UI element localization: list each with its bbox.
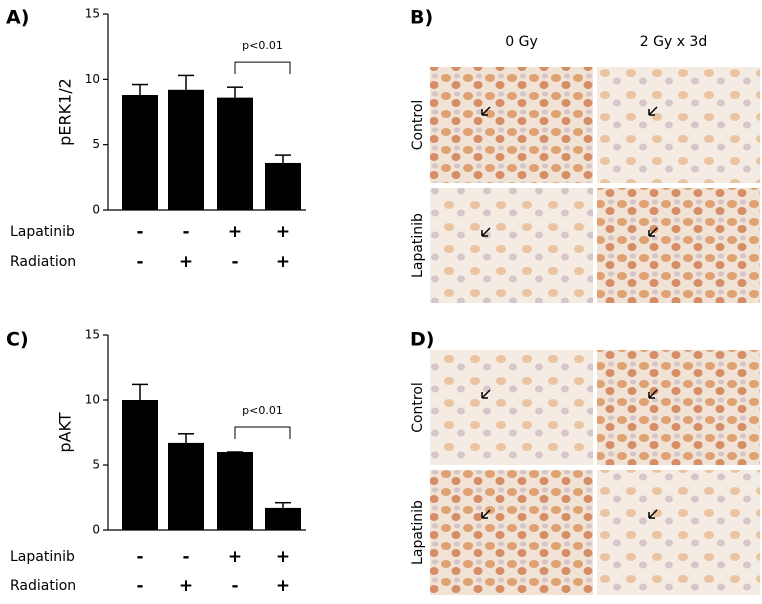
y-tick-label: 0: [92, 523, 100, 537]
significance-bracket: [234, 426, 291, 439]
bar: [122, 400, 158, 530]
micrograph: [597, 188, 760, 303]
micrograph: [430, 350, 593, 465]
y-tick-label: 10: [85, 393, 100, 407]
micrograph: [430, 188, 593, 303]
y-axis-label: pAKT: [56, 412, 75, 452]
panel-label: C): [6, 329, 29, 351]
condition-sign: +: [228, 547, 242, 567]
row-label: Lapatinib: [410, 213, 426, 278]
arrow: [648, 509, 658, 519]
arrow: [648, 389, 658, 399]
condition-sign: +: [276, 222, 290, 242]
micrograph: [597, 67, 760, 183]
condition-sign: -: [182, 222, 189, 242]
significance-label: p<0.01: [242, 39, 283, 52]
column-label: 0 Gy: [505, 34, 538, 50]
y-tick-label: 5: [92, 137, 100, 151]
column-label: 2 Gy x 3d: [640, 34, 707, 50]
condition-sign: +: [228, 222, 242, 242]
condition-sign: +: [179, 252, 193, 272]
row-label: Control: [410, 382, 426, 433]
condition-sign: -: [136, 252, 143, 272]
bar: [122, 95, 158, 210]
condition-name: Lapatinib: [10, 549, 75, 565]
condition-sign: +: [276, 547, 290, 567]
arrow: [648, 106, 658, 116]
micrograph: [430, 67, 593, 183]
arrow: [481, 227, 491, 237]
y-axis-label: pERK1/2: [56, 78, 75, 146]
arrow: [648, 227, 658, 237]
panel-label: A): [6, 7, 29, 29]
y-tick-label: 15: [85, 328, 100, 342]
condition-sign: +: [276, 252, 290, 272]
condition-sign: -: [182, 547, 189, 567]
condition-name: Lapatinib: [10, 224, 75, 240]
y-tick-label: 15: [85, 7, 100, 21]
condition-sign: -: [136, 547, 143, 567]
micrograph: [597, 350, 760, 465]
condition-sign: -: [136, 576, 143, 596]
condition-name: Radiation: [10, 578, 76, 594]
significance-label: p<0.01: [242, 404, 283, 417]
row-label: Lapatinib: [410, 500, 426, 565]
bar: [217, 452, 253, 530]
bar: [168, 442, 204, 530]
significance-bracket: [234, 61, 291, 75]
panel-label: D): [410, 329, 434, 351]
condition-sign: +: [276, 576, 290, 596]
micrograph: [430, 470, 593, 595]
condition-sign: -: [231, 252, 238, 272]
condition-name: Radiation: [10, 254, 76, 270]
y-tick-label: 0: [92, 203, 100, 217]
y-tick-label: 5: [92, 458, 100, 472]
bar: [265, 507, 301, 530]
bar: [217, 97, 253, 210]
arrow: [481, 106, 491, 116]
condition-sign: -: [231, 576, 238, 596]
condition-sign: -: [136, 222, 143, 242]
arrow: [481, 509, 491, 519]
y-tick-label: 10: [85, 72, 100, 86]
condition-sign: +: [179, 576, 193, 596]
arrow: [481, 389, 491, 399]
bar: [265, 162, 301, 210]
bar: [168, 89, 204, 210]
panel-label: B): [410, 7, 433, 29]
micrograph: [597, 470, 760, 595]
row-label: Control: [410, 100, 426, 151]
